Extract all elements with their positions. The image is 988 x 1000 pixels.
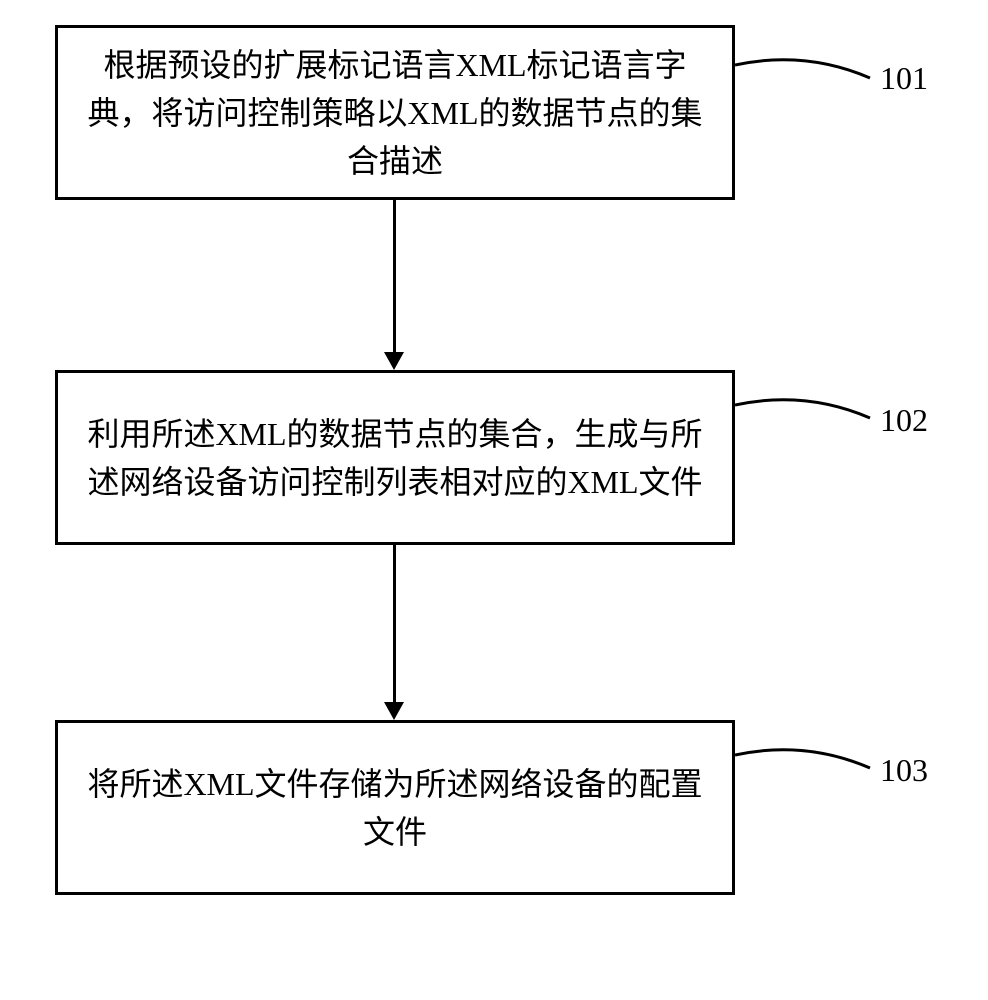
step-2-text: 利用所述XML的数据节点的集合，生成与所述网络设备访问控制列表相对应的XML文件 [78, 410, 712, 506]
step-1-label: 101 [880, 60, 928, 97]
connector-3 [735, 745, 875, 785]
flowchart-step-2: 利用所述XML的数据节点的集合，生成与所述网络设备访问控制列表相对应的XML文件 [55, 370, 735, 545]
flowchart-step-3: 将所述XML文件存储为所述网络设备的配置文件 [55, 720, 735, 895]
arrow-1-head [384, 352, 404, 370]
arrow-1-line [393, 200, 396, 352]
step-3-label: 103 [880, 752, 928, 789]
step-1-text: 根据预设的扩展标记语言XML标记语言字典，将访问控制策略以XML的数据节点的集合… [78, 41, 712, 185]
flowchart-step-1: 根据预设的扩展标记语言XML标记语言字典，将访问控制策略以XML的数据节点的集合… [55, 25, 735, 200]
connector-1 [735, 55, 875, 95]
connector-2 [735, 395, 875, 435]
step-3-text: 将所述XML文件存储为所述网络设备的配置文件 [78, 760, 712, 856]
arrow-2-head [384, 702, 404, 720]
arrow-2-line [393, 545, 396, 702]
step-2-label: 102 [880, 402, 928, 439]
